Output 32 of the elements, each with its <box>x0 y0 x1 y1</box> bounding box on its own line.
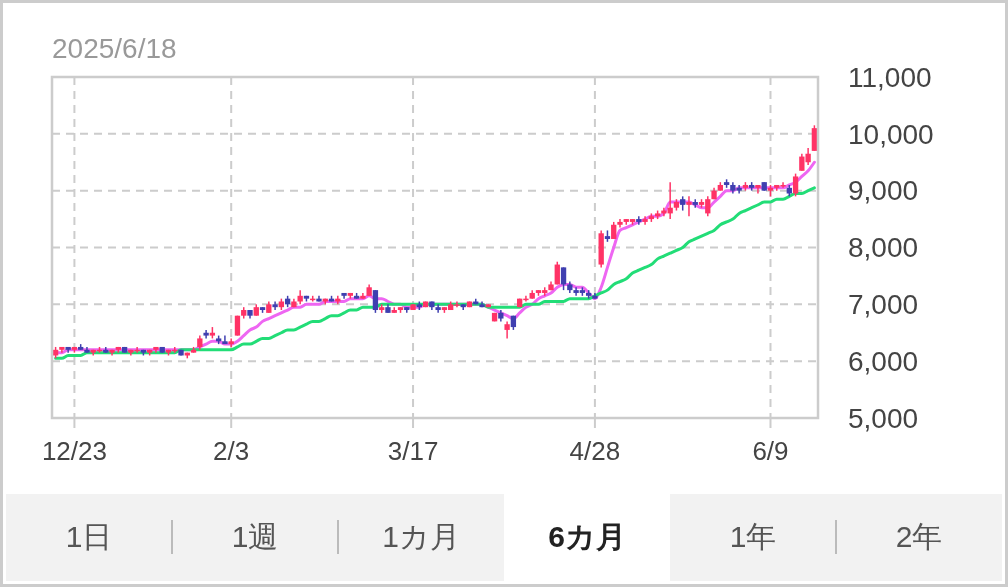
y-tick-label: 6,000 <box>848 345 919 377</box>
candlestick <box>642 215 648 226</box>
candlestick <box>636 215 642 226</box>
candlestick <box>228 337 234 348</box>
candlestick <box>755 184 761 195</box>
candlestick <box>435 303 441 314</box>
category-label: 1年 <box>729 520 777 553</box>
category-label: 2年 <box>895 520 943 553</box>
category-label: 1カ月 <box>382 520 460 553</box>
y-tick-label: 10,000 <box>848 118 934 150</box>
candlestick <box>617 218 623 229</box>
x-tick-label: 2/3 <box>213 436 250 466</box>
x-tick-label: 4/28 <box>569 436 621 466</box>
x-tick-label: 3/17 <box>387 436 439 466</box>
y-tick-label: 5,000 <box>848 402 919 434</box>
chart-title: 2025/6/18 <box>52 33 177 64</box>
y-tick-label: 11,000 <box>848 61 932 93</box>
category-label: 1日 <box>65 520 113 553</box>
candlestick <box>686 195 692 217</box>
y-tick-label: 7,000 <box>848 289 919 321</box>
y-tick-label: 9,000 <box>848 175 919 207</box>
y-tick-label: 8,000 <box>848 232 919 264</box>
category-label: 1週 <box>231 520 279 553</box>
candlestick <box>372 289 379 314</box>
candlestick <box>811 124 818 152</box>
candlestick <box>272 300 278 311</box>
candlestick <box>692 198 698 209</box>
x-tick-label: 12/23 <box>41 436 107 466</box>
category-label: 6カ月 <box>548 520 626 553</box>
candlestick <box>560 266 567 291</box>
x-tick-label: 6/9 <box>752 436 789 466</box>
candlestick <box>792 172 799 198</box>
